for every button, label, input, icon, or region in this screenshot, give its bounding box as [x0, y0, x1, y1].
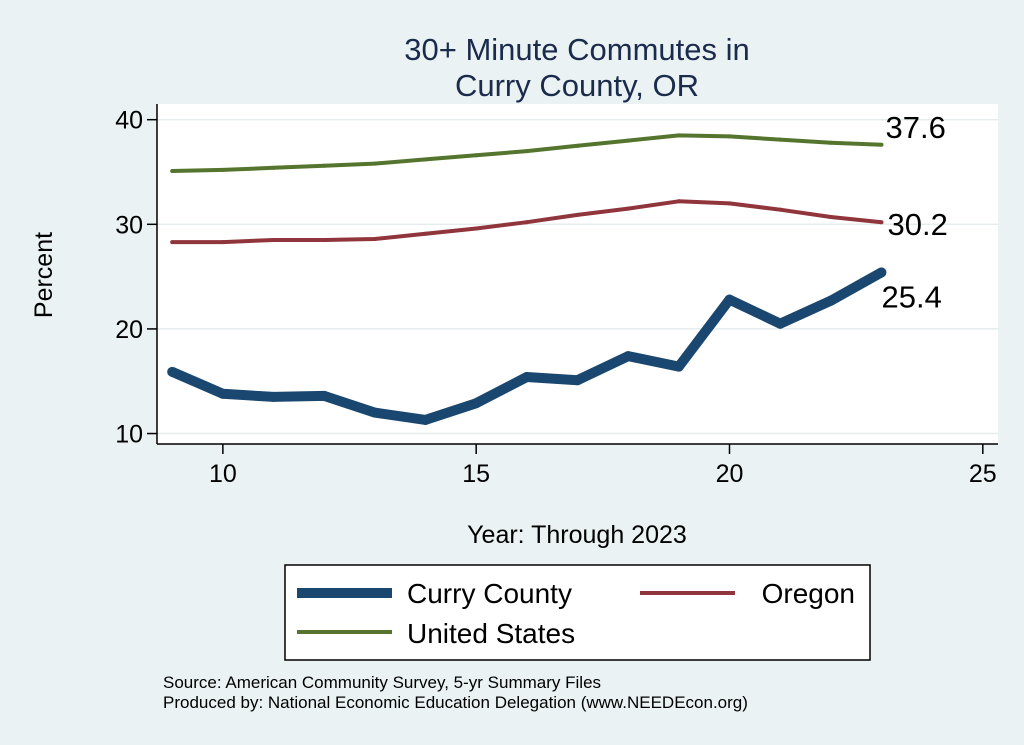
legend-box — [284, 564, 871, 661]
end-label-oregon: 30.2 — [887, 207, 947, 242]
data-point-oregon-15 — [474, 226, 479, 231]
chart-title-line-2: Curry County, OR — [455, 68, 699, 103]
x-tick-label-10: 10 — [209, 460, 237, 488]
chart-title-line-1: 30+ Minute Commutes in — [404, 32, 749, 67]
data-point-oregon-11 — [271, 238, 276, 242]
data-point-curry-county-11 — [268, 391, 279, 402]
data-point-oregon-12 — [322, 238, 327, 242]
legend: Curry County Oregon United States — [284, 564, 871, 661]
end-labels: 25.4 30.2 37.6 — [881, 110, 947, 315]
x-tick-label-25: 25 — [969, 460, 997, 488]
data-point-united-states-9 — [170, 168, 175, 173]
data-point-curry-county-16 — [521, 372, 532, 383]
data-point-curry-county-14 — [420, 414, 431, 425]
x-tick-label-15: 15 — [462, 460, 490, 488]
data-point-curry-county-17 — [572, 375, 583, 386]
data-point-united-states-20 — [727, 134, 732, 139]
data-point-united-states-19 — [676, 133, 681, 138]
data-point-united-states-17 — [575, 143, 580, 148]
y-tick-label-40: 40 — [115, 107, 143, 135]
data-point-united-states-10 — [220, 167, 225, 172]
data-point-united-states-15 — [474, 153, 479, 158]
data-point-oregon-21 — [778, 207, 783, 212]
data-point-united-states-14 — [423, 157, 428, 162]
y-tick-label-30: 30 — [115, 211, 143, 239]
end-label-united-states: 37.6 — [885, 110, 945, 145]
data-point-curry-county-10 — [217, 388, 228, 399]
producer-note: Produced by: National Economic Education… — [163, 693, 748, 712]
data-point-oregon-23 — [879, 220, 884, 225]
data-point-curry-county-19 — [673, 361, 684, 372]
x-axis-label: Year: Through 2023 — [467, 521, 687, 549]
axes: 10 20 30 40 10 15 20 25 — [115, 104, 998, 488]
source-note: Source: American Community Survey, 5-yr … — [163, 673, 601, 692]
y-axis-label: Percent — [30, 232, 58, 318]
data-point-curry-county-13 — [369, 407, 380, 418]
series-lines — [167, 133, 887, 425]
data-point-united-states-18 — [626, 138, 631, 143]
data-point-oregon-10 — [220, 240, 225, 245]
data-point-united-states-23 — [879, 142, 884, 147]
y-tick-label-10: 10 — [115, 421, 143, 449]
legend-label-curry-county: Curry County — [407, 578, 572, 609]
data-point-oregon-17 — [575, 212, 580, 217]
data-point-oregon-9 — [170, 240, 175, 245]
data-point-curry-county-21 — [775, 318, 786, 329]
data-point-oregon-20 — [727, 201, 732, 206]
gridlines — [157, 118, 998, 435]
data-point-oregon-16 — [524, 220, 529, 225]
data-point-united-states-16 — [524, 149, 529, 154]
data-point-oregon-13 — [372, 236, 377, 241]
legend-label-united-states: United States — [407, 618, 575, 649]
data-point-united-states-12 — [322, 163, 327, 168]
data-point-curry-county-18 — [623, 351, 634, 362]
data-point-united-states-11 — [271, 165, 276, 170]
data-point-curry-county-12 — [319, 390, 330, 401]
data-point-united-states-22 — [828, 140, 833, 145]
data-point-oregon-22 — [828, 214, 833, 219]
data-point-curry-county-20 — [724, 294, 735, 305]
x-tick-label-20: 20 — [716, 460, 744, 488]
data-point-curry-county-15 — [471, 398, 482, 409]
data-point-oregon-19 — [676, 199, 681, 204]
plot-background — [157, 104, 998, 444]
end-label-curry-county: 25.4 — [881, 279, 941, 314]
y-tick-label-20: 20 — [115, 316, 143, 344]
data-point-curry-county-23 — [876, 267, 887, 278]
data-point-curry-county-9 — [167, 366, 178, 377]
legend-label-oregon: Oregon — [762, 578, 855, 609]
data-point-united-states-13 — [372, 161, 377, 166]
data-point-oregon-14 — [423, 231, 428, 236]
data-point-curry-county-22 — [825, 295, 836, 306]
data-point-united-states-21 — [778, 137, 783, 142]
data-point-oregon-18 — [626, 206, 631, 211]
